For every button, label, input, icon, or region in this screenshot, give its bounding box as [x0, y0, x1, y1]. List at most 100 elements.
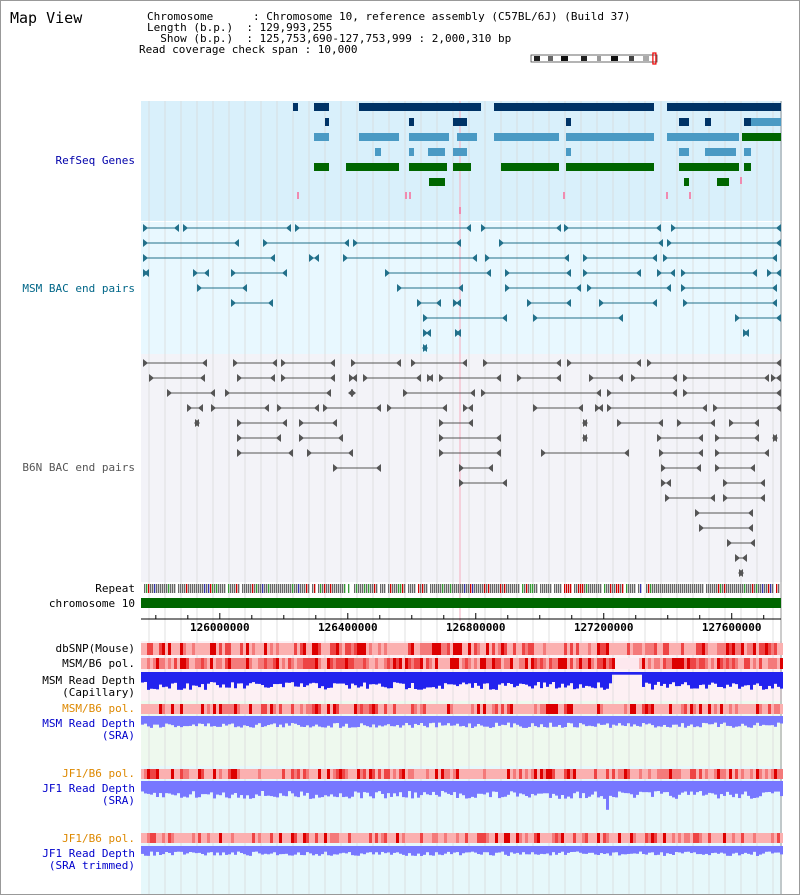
msm-depth-sra-bar — [645, 716, 648, 725]
msm-depth-cap-bar — [387, 672, 390, 689]
msm-depth-sra-bar — [750, 716, 753, 728]
msm-depth-sra-bar — [651, 716, 654, 726]
msm-pol-cell — [567, 658, 570, 669]
repeat-element — [702, 584, 704, 593]
jf1-depth-trim-bar — [444, 846, 447, 854]
jf1-depth-sra-bar — [732, 781, 735, 798]
repeat-element — [726, 584, 728, 593]
jf1-depth-sra-bar — [750, 781, 753, 799]
dbsnp-cell — [690, 643, 693, 655]
msm-depth-sra-bar — [717, 716, 720, 728]
jf1-pol-trim-cell — [720, 833, 723, 843]
msm-bac-end — [502, 314, 507, 322]
msm-pol-sra-cell — [711, 704, 714, 714]
refseq-gene — [566, 148, 571, 156]
jf1-depth-trim-bar — [450, 846, 453, 855]
msm-depth-sra-bar — [420, 716, 423, 723]
repeat-element — [234, 584, 236, 593]
jf1-depth-sra-bar — [351, 781, 354, 797]
msm-pol-sra-cell — [237, 704, 240, 714]
msm-depth-sra-bar — [663, 716, 666, 725]
repeat-element — [588, 584, 590, 593]
jf1-depth-trim-bar — [231, 846, 234, 853]
msm-depth-sra-bar — [201, 716, 204, 724]
msm-depth-cap-bar — [336, 672, 339, 684]
repeat-element — [464, 584, 466, 593]
msm-pol-cell — [717, 658, 720, 669]
jf1-pol-sra-cell — [249, 769, 252, 779]
msm-pol-cell — [435, 658, 438, 669]
repeat-element — [368, 584, 370, 593]
jf1-depth-trim-bar — [621, 846, 624, 855]
repeat-element — [674, 584, 676, 593]
jf1-pol-sra-cell — [558, 769, 561, 779]
msm-pol-cell — [492, 658, 495, 669]
dbsnp-cell — [753, 643, 756, 655]
dbsnp-cell — [558, 643, 561, 655]
refseq-gene — [501, 163, 559, 171]
jf1-depth-trim-bar — [441, 846, 444, 856]
b6n-bac-end — [387, 404, 392, 412]
dbsnp-cell — [486, 643, 489, 655]
msm-pol-cell — [675, 658, 678, 669]
msm-depth-cap-bar — [528, 672, 531, 687]
jf1-depth-sra-bar — [663, 781, 666, 793]
jf1-depth-sra-bar — [381, 781, 384, 794]
jf1-pol-sra-cell — [291, 769, 294, 779]
jf1-pol-trim-cell — [285, 833, 288, 843]
b6n-bac-end — [695, 509, 700, 517]
repeat-element — [472, 584, 474, 593]
jf1-depth-trim-bar — [675, 846, 678, 852]
jf1-pol-sra-cell — [714, 769, 717, 779]
msm-pol-sra-cell — [525, 704, 528, 714]
msm-pol-cell — [438, 658, 441, 669]
jf1-depth-sra-bar — [546, 781, 549, 794]
msm-pol-sra-cell — [750, 704, 753, 714]
msm-pol-cell — [318, 658, 321, 669]
b6n-bac-label: B6N BAC end pairs — [22, 461, 135, 474]
msm-depth-sra-bar — [546, 716, 549, 728]
msm-depth-sra-bar — [462, 716, 465, 726]
dbsnp-cell — [579, 643, 582, 655]
refseq-gene — [744, 118, 751, 126]
repeat-element — [220, 584, 222, 593]
jf1-pol-sra-cell — [687, 769, 690, 779]
repeat-element — [334, 584, 336, 593]
dbsnp-cell — [174, 643, 177, 655]
msm-pol-sra-cell — [534, 704, 537, 714]
repeat-element — [586, 584, 588, 593]
jf1-pol-sra-cell — [555, 769, 558, 779]
jf1-pol-trim-cell — [585, 833, 588, 843]
repeat-element — [172, 584, 174, 593]
msm-pol-sra-cell — [165, 704, 168, 714]
msm-depth-sra-bar — [231, 716, 234, 724]
msm-depth-cap-bar — [417, 672, 420, 690]
jf1-pol-sra-cell — [396, 769, 399, 779]
jf1-pol-sra-cell — [588, 769, 591, 779]
msm-pol-cell — [363, 658, 366, 669]
msm-depth-cap-bar — [282, 672, 285, 688]
msm-depth-cap-bar — [420, 672, 423, 690]
jf1-pol-trim-cell — [675, 833, 678, 843]
jf1-depth-trim-bar — [303, 846, 306, 856]
b6n-bac-end — [696, 464, 701, 472]
msm-bac-end — [583, 269, 588, 277]
b6n-bac-end — [282, 419, 287, 427]
msm-pol-cell — [195, 658, 198, 669]
msm-pol-cell — [456, 658, 459, 669]
jf1-pol-trim-cell — [687, 833, 690, 843]
repeat-element — [512, 584, 514, 593]
dbsnp-cell — [762, 643, 765, 655]
msm-bac-end — [397, 284, 402, 292]
msm-depth-sra-bar — [639, 716, 642, 727]
jf1-pol-trim-cell — [480, 833, 483, 843]
jf1-pol-trim-cell — [729, 833, 732, 843]
msm-depth-cap-bar — [351, 672, 354, 684]
msm-pol-sra-cell — [210, 704, 213, 714]
jf1-depth-trim-bar — [486, 846, 489, 853]
jf1-pol-trim-cell — [411, 833, 414, 843]
jf1-pol-trim-cell — [696, 833, 699, 843]
jf1-depth-sra-bar — [681, 781, 684, 793]
jf1-depth-trim-bar — [768, 846, 771, 852]
